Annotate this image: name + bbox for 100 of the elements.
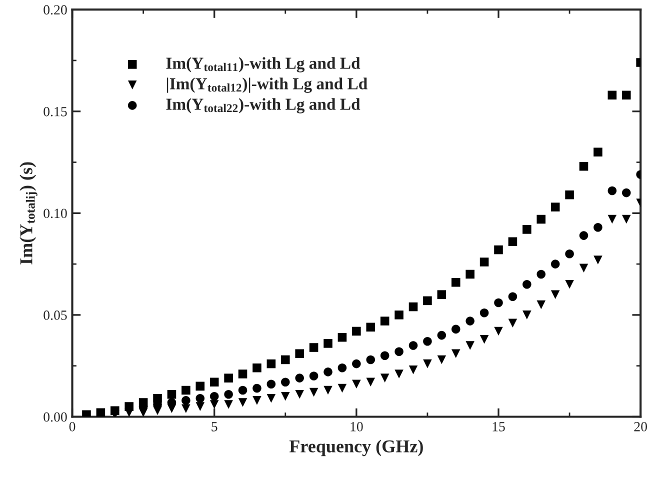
point — [138, 398, 148, 407]
point — [295, 349, 304, 358]
point — [252, 384, 262, 393]
point — [366, 355, 376, 364]
point — [451, 324, 460, 334]
point — [536, 300, 546, 310]
point — [238, 398, 248, 407]
point — [96, 408, 106, 417]
point — [380, 316, 390, 326]
point — [182, 386, 190, 395]
point — [394, 347, 404, 356]
point — [138, 408, 148, 417]
point — [182, 404, 190, 413]
y-tick-label: 0.05 — [44, 310, 67, 320]
point — [224, 400, 233, 409]
y-axis-title: Im(Y$_{totalij}$) (s) — [20, 162, 38, 264]
point — [266, 359, 276, 368]
point — [352, 326, 361, 336]
point — [408, 366, 418, 374]
point — [238, 386, 248, 395]
x-axis-title: Frequency (GHz) — [289, 440, 423, 456]
point — [324, 339, 332, 348]
point — [280, 355, 290, 364]
y-tick-label: 0.20 — [44, 5, 67, 15]
x-tick-label: 5 — [212, 422, 218, 432]
point — [352, 359, 361, 368]
point — [423, 359, 432, 368]
point — [508, 237, 518, 246]
point — [167, 404, 176, 413]
point — [594, 148, 602, 156]
point — [594, 223, 602, 232]
point — [622, 90, 631, 100]
point — [196, 394, 205, 403]
point — [536, 214, 546, 224]
point — [522, 310, 532, 320]
point — [324, 386, 332, 395]
point — [210, 400, 219, 409]
point — [408, 302, 418, 312]
y-tick-label: 0.10 — [44, 208, 67, 218]
x-tick-label: 0 — [69, 422, 76, 432]
point — [338, 332, 347, 342]
point — [295, 390, 304, 399]
point — [536, 270, 546, 279]
point — [466, 270, 474, 279]
point — [437, 290, 446, 299]
point — [451, 278, 460, 287]
legend-label: Im(Y$_{total11}$)-with Lg and Ld — [166, 57, 360, 72]
point — [480, 308, 489, 318]
point — [266, 394, 276, 403]
point — [423, 337, 432, 346]
point — [266, 380, 276, 389]
point — [380, 374, 390, 382]
point — [451, 349, 460, 358]
point — [124, 402, 134, 411]
point — [182, 396, 190, 405]
point — [494, 326, 503, 336]
y-tick-label: 0.15 — [44, 106, 67, 116]
point — [196, 402, 205, 411]
point — [494, 298, 503, 308]
point — [210, 378, 219, 387]
point — [522, 280, 532, 289]
point — [608, 90, 617, 100]
point — [238, 370, 248, 378]
point — [309, 372, 318, 380]
point — [579, 162, 588, 171]
point — [280, 392, 290, 401]
point — [196, 382, 205, 391]
point — [565, 280, 574, 289]
point — [522, 225, 532, 234]
point — [309, 343, 318, 352]
point — [408, 341, 418, 350]
point — [210, 392, 219, 401]
point — [295, 374, 304, 382]
x-tick-label: 20 — [634, 422, 647, 432]
point — [252, 363, 262, 372]
point — [394, 310, 404, 320]
point — [508, 318, 518, 328]
point — [153, 394, 162, 403]
point — [622, 214, 631, 224]
x-tick-label: 10 — [350, 422, 363, 432]
point — [167, 390, 176, 399]
point — [608, 186, 617, 196]
point — [224, 390, 233, 399]
point — [508, 292, 518, 302]
point — [153, 406, 162, 416]
point — [550, 260, 560, 268]
legend-label: |Im(Y$_{total12}$)|-with Lg and Ld — [166, 78, 368, 93]
point — [437, 355, 446, 364]
point — [494, 245, 503, 254]
point — [608, 214, 617, 224]
point — [110, 406, 120, 416]
point — [423, 296, 432, 306]
point — [366, 378, 376, 387]
point — [437, 330, 446, 340]
point — [579, 231, 588, 240]
point — [480, 258, 489, 266]
point — [565, 190, 574, 200]
x-tick-label: 15 — [492, 422, 505, 432]
point — [309, 388, 318, 397]
point — [579, 264, 588, 273]
